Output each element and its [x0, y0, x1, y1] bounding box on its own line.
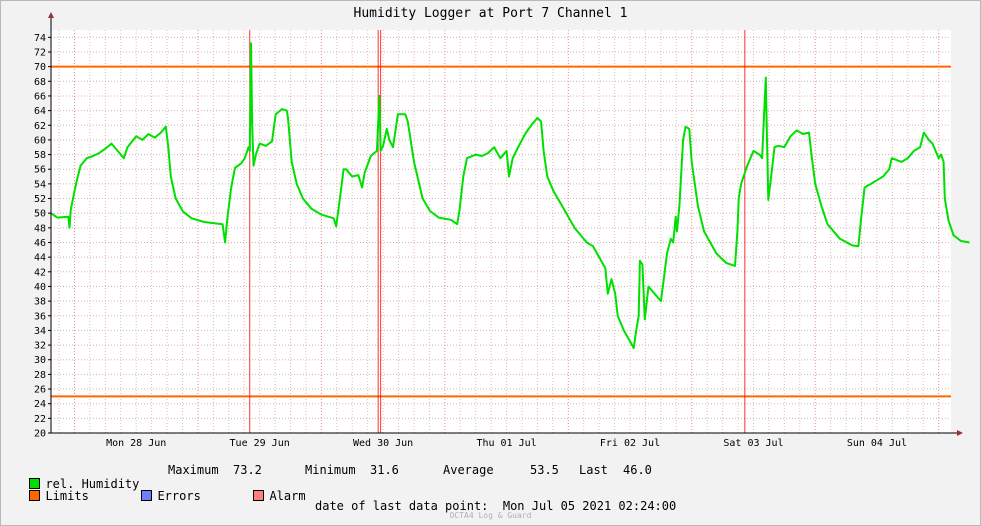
y-tick-label: 62	[34, 121, 46, 132]
legend-humidity: rel. Humidity	[15, 463, 139, 491]
x-tick-label: Tue 29 Jun	[230, 438, 290, 449]
chart-title: Humidity Logger at Port 7 Channel 1	[353, 6, 628, 21]
legend-alarm-swatch	[253, 490, 265, 501]
y-tick-label: 24	[34, 399, 46, 410]
legend-humidity-swatch	[29, 478, 41, 489]
x-axis-arrow	[957, 430, 963, 436]
x-tick-label: Sat 03 Jul	[723, 438, 783, 449]
legend-alarm: Alarm	[239, 475, 306, 503]
stat-minimum-label: Minimum	[305, 463, 356, 477]
stat-maximum-label: Maximum	[168, 463, 219, 477]
legend-limits: Limits	[15, 475, 89, 503]
humidity-series-line	[50, 42, 970, 349]
y-tick-label: 42	[34, 267, 46, 278]
legend-errors: Errors	[127, 475, 201, 503]
y-tick-label: 60	[34, 135, 46, 146]
y-tick-label: 40	[34, 282, 46, 293]
y-tick-label: 32	[34, 341, 46, 352]
stat-minimum-value: 31.6	[370, 463, 399, 477]
y-tick-label: 22	[34, 414, 46, 425]
y-tick-label: 48	[34, 223, 46, 234]
y-tick-label: 54	[34, 179, 46, 190]
y-tick-label: 58	[34, 150, 46, 161]
y-tick-label: 52	[34, 194, 46, 205]
legend-errors-label: Errors	[157, 489, 201, 503]
y-tick-label: 56	[34, 165, 46, 176]
legend-limits-label: Limits	[45, 489, 89, 503]
x-tick-label: Mon 28 Jun	[106, 438, 166, 449]
brand-watermark: OCTA4 Log & Guard	[449, 511, 532, 520]
y-tick-label: 34	[34, 326, 46, 337]
legend-limits-swatch	[29, 490, 41, 501]
y-tick-label: 44	[34, 253, 46, 264]
y-tick-label: 28	[34, 370, 46, 381]
y-tick-label: 50	[34, 209, 46, 220]
x-tick-label: Thu 01 Jul	[476, 438, 536, 449]
y-tick-label: 68	[34, 77, 46, 88]
plot-area	[51, 30, 951, 433]
stat-average-value: 53.5	[530, 463, 559, 477]
y-axis-arrow	[48, 12, 54, 18]
stat-average-label: Average	[443, 463, 494, 477]
y-tick-label: 20	[34, 429, 46, 440]
y-tick-label: 72	[34, 47, 46, 58]
stat-last-label: Last	[579, 463, 608, 477]
x-tick-label: Wed 30 Jun	[353, 438, 413, 449]
legend-humidity-label: rel. Humidity	[45, 477, 140, 491]
stat-maximum-value: 73.2	[233, 463, 262, 477]
y-tick-label: 36	[34, 311, 46, 322]
y-tick-label: 30	[34, 355, 46, 366]
y-tick-label: 74	[34, 33, 46, 44]
legend-alarm-label: Alarm	[269, 489, 306, 503]
y-tick-label: 46	[34, 238, 46, 249]
legend-errors-swatch	[141, 490, 153, 501]
y-tick-label: 70	[34, 62, 46, 73]
x-tick-label: Sun 04 Jul	[847, 438, 907, 449]
y-tick-label: 64	[34, 106, 46, 117]
y-tick-label: 38	[34, 297, 46, 308]
stat-last-value: 46.0	[623, 463, 652, 477]
x-tick-label: Fri 02 Jul	[600, 438, 660, 449]
y-tick-label: 26	[34, 385, 46, 396]
y-tick-label: 66	[34, 91, 46, 102]
last-data-point: date of last data point: Mon Jul 05 2021…	[315, 499, 677, 513]
